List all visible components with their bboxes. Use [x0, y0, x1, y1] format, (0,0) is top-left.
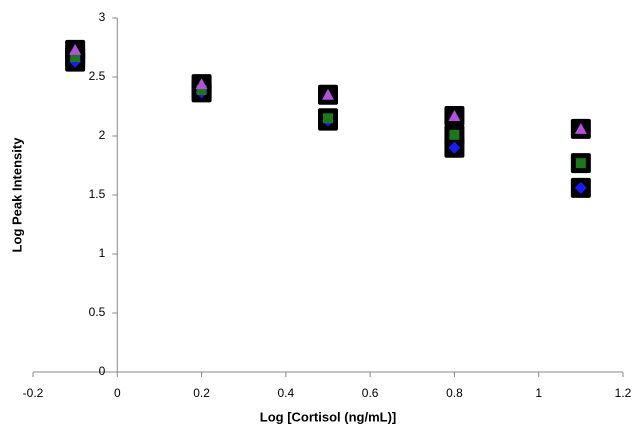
y-tick-label: 1: [99, 246, 106, 260]
point: [448, 141, 461, 154]
y-tick-label: 2.5: [89, 69, 106, 83]
x-tick-label: 0.6: [362, 386, 379, 400]
point: [196, 84, 207, 95]
x-tick-label: 1: [535, 386, 542, 400]
x-axis-title: Log [Cortisol (ng/mL)]: [260, 409, 396, 424]
point: [323, 113, 333, 124]
point: [575, 158, 586, 169]
point: [70, 51, 81, 62]
x-tick-label: 0.2: [193, 386, 210, 400]
x-tick-label: 0.8: [446, 386, 463, 400]
point: [448, 109, 461, 121]
point: [69, 43, 82, 55]
y-tick-label: 1.5: [89, 187, 106, 201]
point: [322, 88, 334, 100]
y-tick-label: 2: [99, 128, 106, 142]
point: [449, 129, 460, 140]
y-tick-label: 0: [99, 364, 106, 378]
x-tick-label: 1.2: [615, 386, 632, 400]
x-tick-label: 0: [114, 386, 121, 400]
point: [574, 181, 587, 194]
x-tick-label: -0.2: [23, 386, 44, 400]
y-axis-title: Log Peak Intensity: [9, 137, 24, 253]
y-tick-label: 3: [99, 10, 106, 24]
point: [195, 78, 208, 90]
y-tick-label: 0.5: [89, 305, 106, 319]
point: [574, 122, 587, 134]
x-tick-label: 0.4: [278, 386, 295, 400]
